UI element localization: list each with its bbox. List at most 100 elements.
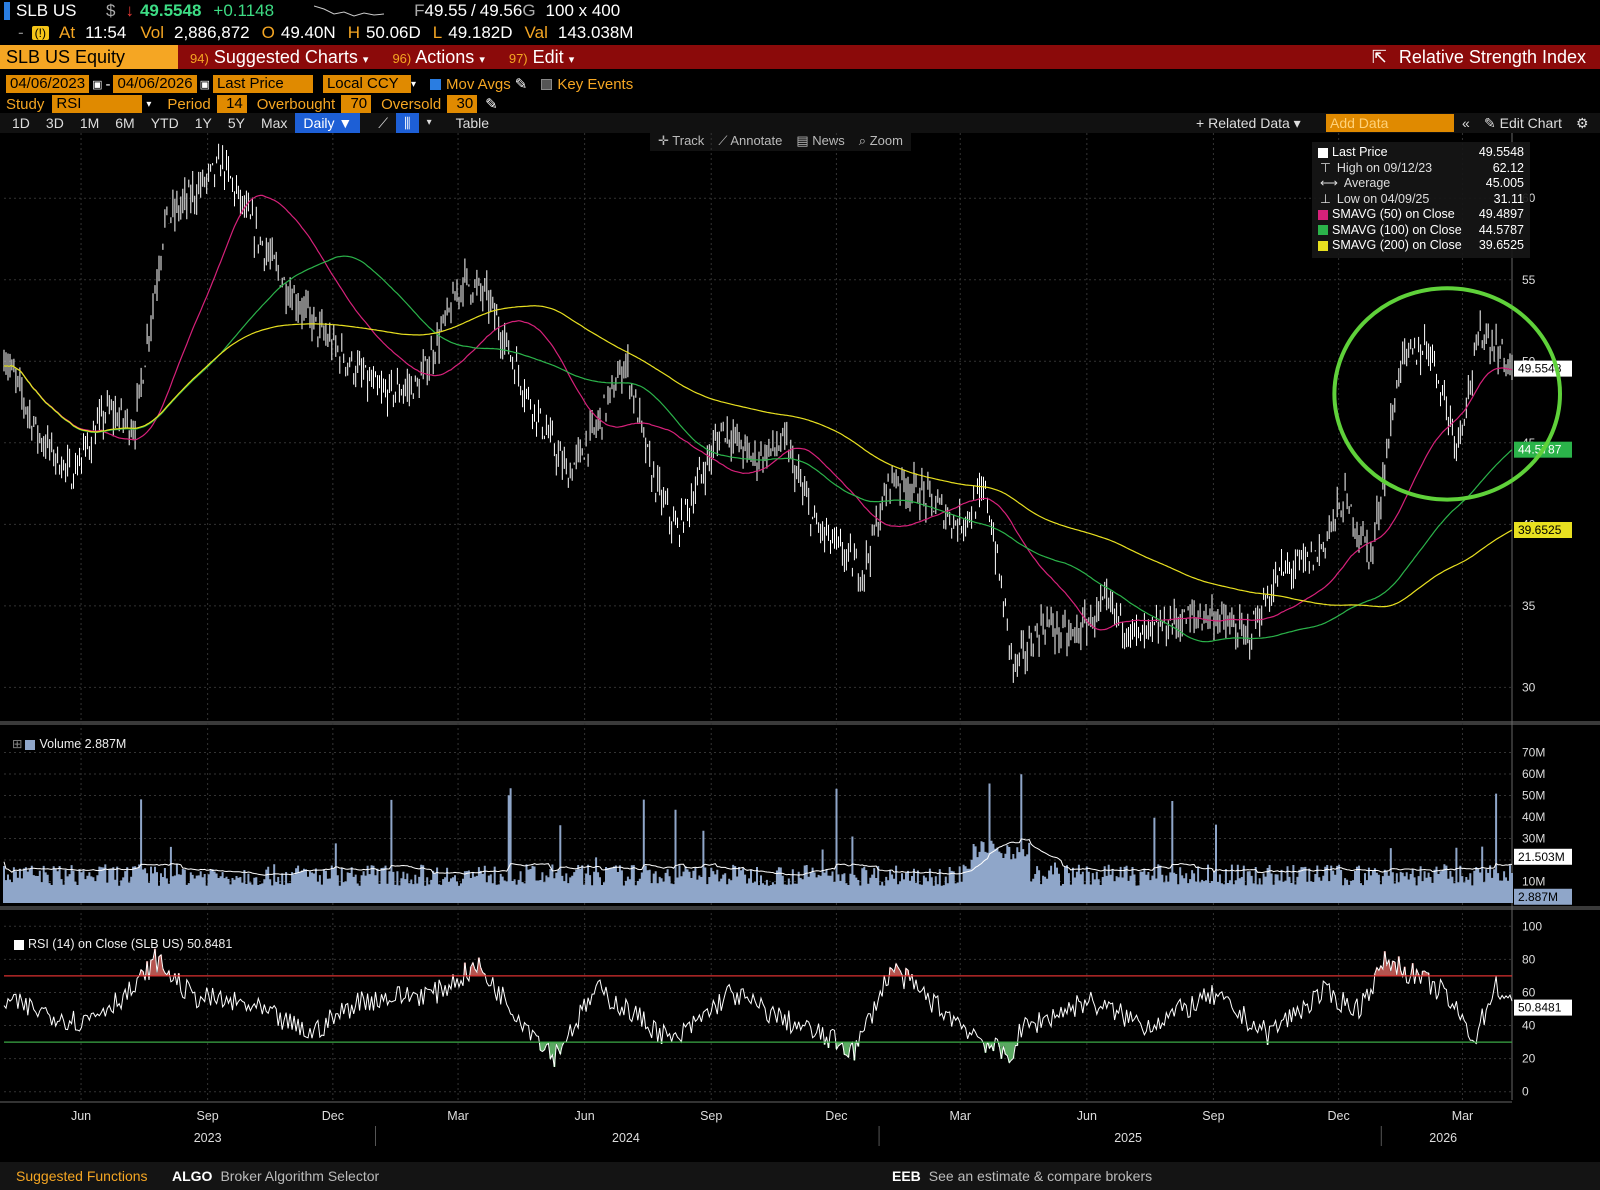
edit-menu[interactable]: 97) Edit ▾ [508,46,575,67]
external-link-icon: ⇱ [1371,47,1387,67]
legend-item-low: ⊥ Low on 04/09/25 31.11 [1318,192,1524,208]
high-label: H [347,23,360,42]
menu-label: Actions [415,46,475,67]
ask-price: 49.56 [479,1,523,20]
calendar-icon[interactable]: ▣ [92,78,103,91]
menu-number: 96) [392,50,412,66]
x-year-label: 2023 [194,1131,222,1145]
period-1y[interactable]: 1Y [194,115,212,131]
rsi-tick-label: 0 [1522,1085,1529,1099]
legend-label: Last Price [1332,145,1388,159]
end-date-input[interactable]: 04/06/2026 [113,75,197,93]
legend-item-smavg-200: SMAVG (200) on Close 39.6525 [1318,238,1524,254]
start-date-input[interactable]: 04/06/2023 [6,75,90,93]
last-price: 49.5548 [139,1,202,20]
chevron-down-icon[interactable]: ▾ [426,117,432,128]
calendar-icon[interactable]: ▣ [199,78,210,91]
chevron-down-icon[interactable]: ▾ [410,78,416,90]
sparkline-icon [314,5,385,17]
ticker[interactable]: SLB US [16,1,77,20]
gear-icon[interactable]: ⚙ [1576,115,1589,131]
rsi-overbought-fill [140,948,1430,976]
line-chart-icon[interactable]: ⟋ [378,115,389,131]
mov-avgs-checkbox[interactable] [430,78,441,90]
function-code: EEB [892,1168,921,1184]
x-month-label: Sep [1202,1109,1224,1123]
x-month-label: Mar [949,1109,971,1123]
actions-menu[interactable]: 96) Actions ▾ [392,46,485,67]
rsi-tick-label: 80 [1522,952,1536,966]
security-field[interactable]: SLB US Equity [0,45,178,69]
mov-avgs-label[interactable]: Mov Avgs [446,75,511,93]
legend-label: Average [1343,176,1391,190]
overbought-input[interactable]: 70 [341,95,372,113]
edit-chart-label: Edit Chart [1499,115,1562,131]
pencil-icon[interactable]: ✎ [514,76,528,93]
function-eeb[interactable]: EEB See an estimate & compare brokers [892,1168,1152,1184]
study-select[interactable]: RSI [52,95,143,113]
legend-swatch [14,939,24,950]
volume-tick-label: 60M [1522,767,1545,781]
currency-select[interactable]: Local CCY [322,75,411,93]
related-data-menu[interactable]: + Related Data ▾ [1196,115,1301,131]
add-data-input[interactable]: Add Data [1326,114,1454,132]
panel-divider [0,721,1600,725]
period-6m[interactable]: 6M [115,115,135,131]
study-controls: Study RSI ▾ Period 14 Overbought 70 Over… [0,94,1600,114]
legend-label: High on 09/12/23 [1336,160,1433,175]
currency-symbol: $ [106,1,116,20]
ticker-marker [4,2,10,20]
quote-line: SLB US $ ↓ 49.5548 +0.1148 F 49.55 / 49.5… [0,0,1600,22]
average-marker-icon: ⟷ [1320,176,1338,190]
suggested-functions-label[interactable]: Suggested Functions [16,1168,148,1184]
expand-icon[interactable]: ⊞ [12,737,23,751]
rsi-tick-label: 60 [1522,985,1536,999]
sma-line [3,305,1513,608]
frequency-select[interactable]: Daily ▼ [295,113,361,133]
function-algo[interactable]: ALGO Broker Algorithm Selector [172,1168,892,1184]
table-button[interactable]: Table [455,115,490,131]
period-3d[interactable]: 3D [45,115,64,131]
function-desc: Broker Algorithm Selector [220,1168,380,1184]
track-tool[interactable]: ✛ Track [658,133,705,148]
x-year-label: 2025 [1114,1131,1142,1145]
legend-item-last-price: Last Price 49.5548 [1318,145,1524,161]
edit-chart-button[interactable]: ✎ Edit Chart [1484,115,1562,131]
annotate-tool[interactable]: ⟋ Annotate [718,133,783,148]
down-arrow-icon: ↓ [125,1,134,20]
chevron-down-icon[interactable]: ▾ [146,98,152,110]
bar-chart-icon[interactable]: ⫼ [396,113,419,133]
period-1d[interactable]: 1D [12,115,30,131]
period-1m[interactable]: 1M [79,115,100,131]
rsi-axis-tag [1514,999,1572,1016]
news-icon[interactable]: (!) [31,26,49,40]
price-type-select[interactable]: Last Price [212,75,313,93]
volume-axis-tag [1514,888,1572,905]
zoom-tool[interactable]: ⌕ Zoom [858,133,903,148]
bid-ask-size: 100 x 400 [545,1,621,20]
rsi-legend: RSI (14) on Close (SLB US) 50.8481 [14,937,232,951]
quote-low: 49.182D [448,23,513,42]
volume-axis-tag [1514,848,1572,865]
period-5y[interactable]: 5Y [227,115,245,131]
vol-label: Vol [140,23,164,42]
chart-title-link[interactable]: ⇱ Relative Strength Index [1372,45,1586,69]
suggested-charts-menu[interactable]: 94) Suggested Charts ▾ [190,46,369,67]
highlight-ellipse [1332,286,1563,502]
sma-line [3,255,1513,643]
panel-divider [0,906,1600,910]
key-events-label[interactable]: Key Events [557,75,634,93]
key-events-checkbox[interactable] [541,78,553,90]
collapse-icon[interactable]: « [1462,115,1470,131]
tool-label: Zoom [869,133,903,148]
volume-tick-label: 70M [1522,746,1545,760]
menu-label: Suggested Charts [213,46,358,67]
oversold-input[interactable]: 30 [447,95,478,113]
period-input[interactable]: 14 [216,95,247,113]
pencil-icon[interactable]: ✎ [485,96,498,113]
period-ytd[interactable]: YTD [150,115,179,131]
period-max[interactable]: Max [260,115,288,131]
